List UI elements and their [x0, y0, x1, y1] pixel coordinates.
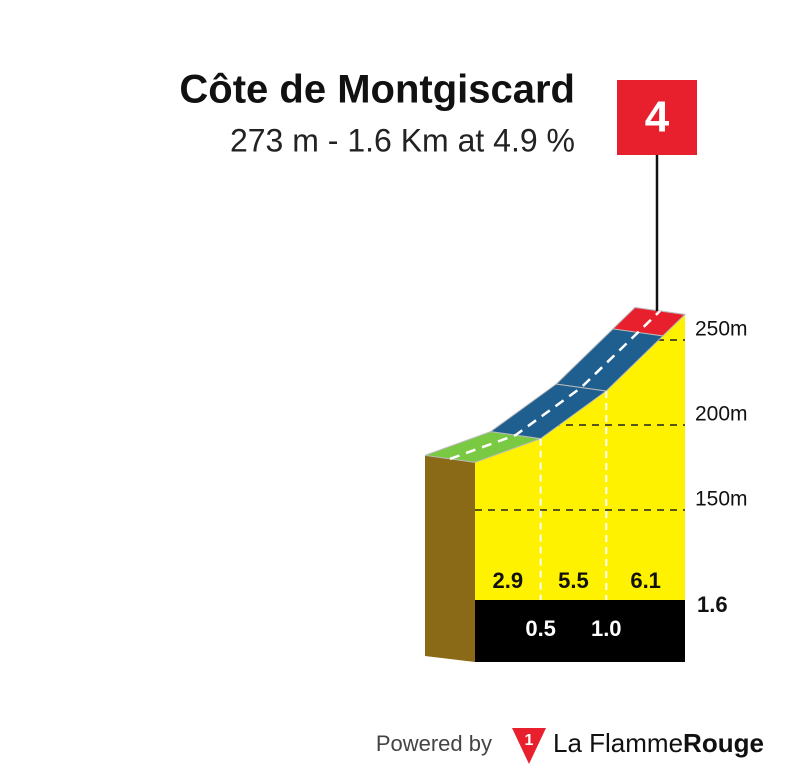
side-face	[425, 455, 475, 662]
brand-light: La Flamme	[553, 728, 683, 758]
category-label: 4	[645, 93, 670, 142]
gradient-label: 2.9	[493, 568, 524, 593]
x-tick-label: 0.5	[525, 616, 556, 641]
logo-mark: 1	[525, 732, 534, 749]
centerline	[449, 310, 661, 461]
profile-front	[475, 314, 685, 600]
footer: Powered by 1 La FlammeRouge	[376, 728, 764, 764]
footer-prefix: Powered by	[376, 731, 492, 756]
chart-title: Côte de Montgiscard	[179, 68, 575, 112]
gradient-label: 6.1	[630, 568, 661, 593]
x-tick-label: 1.6	[697, 592, 728, 617]
distance-band	[475, 600, 685, 662]
gradient-label: 5.5	[558, 568, 589, 593]
y-tick-label: 150m	[695, 488, 748, 511]
chart-subtitle: 273 m - 1.6 Km at 4.9 %	[230, 122, 575, 158]
y-tick-label: 250m	[695, 318, 748, 341]
brand-bold: Rouge	[683, 728, 764, 758]
logo-icon	[512, 728, 546, 764]
y-tick-label: 200m	[695, 403, 748, 426]
category-flag	[617, 80, 697, 155]
brand: La FlammeRouge	[553, 728, 764, 758]
x-tick-label: 1.0	[591, 616, 622, 641]
